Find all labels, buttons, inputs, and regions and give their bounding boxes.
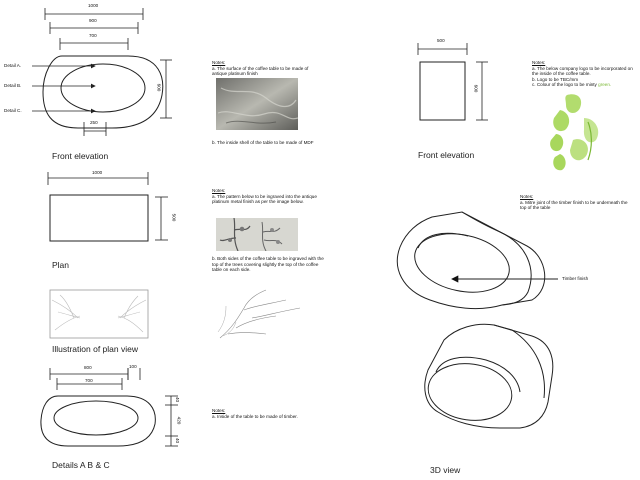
dim-fr-500: 500	[437, 38, 445, 43]
dim-fe-900: 900	[89, 18, 97, 23]
dim-det-420: 420	[176, 416, 182, 425]
note-text: b. Both sides of the coffee table to be …	[212, 256, 324, 273]
note-heading: Notes:	[212, 60, 226, 65]
details-drawing	[40, 368, 178, 447]
front-elevation-left	[32, 8, 172, 136]
note-text: a. Mitre joint of the timber finish to b…	[520, 199, 628, 211]
illustration-title: Illustration of plan view	[52, 344, 138, 354]
dim-det-100: 100	[129, 364, 137, 369]
dim-fr-600: 600	[473, 84, 479, 93]
note-text: a. The below company logo to be incorpor…	[532, 65, 633, 77]
dim-fe-600: 600	[156, 83, 162, 92]
dim-det-40-bot: 40	[175, 437, 181, 444]
note-inside-timber: Notes: a. Inside of the table to be made…	[212, 408, 324, 419]
plan-illustration	[49, 289, 149, 339]
detail-c-label: Detail C.	[4, 108, 22, 113]
note-heading: Notes:	[212, 408, 226, 413]
note-text: c. Colour of the logo to be minty	[532, 82, 599, 88]
antique-platinum-texture	[216, 78, 298, 130]
note-text: a. Inside of the table to be made of tim…	[212, 413, 298, 419]
3d-view-bottom	[424, 323, 554, 429]
company-logo-illustration	[550, 94, 599, 171]
dim-det-700: 700	[85, 378, 93, 383]
engraving-pattern-image	[216, 218, 298, 251]
note-surface: Notes: a. The surface of the coffee tabl…	[212, 60, 324, 77]
3d-view-title: 3D view	[430, 465, 461, 475]
note-logo: Notes: a. The below company logo to be i…	[532, 60, 640, 88]
dim-det-40-top: 40	[175, 396, 181, 403]
note-heading: Notes:	[532, 60, 546, 65]
note-text: a. The surface of the coffee table to be…	[212, 65, 309, 77]
front-elevation-right	[417, 43, 488, 121]
note-text: b. Logo to be TBC/mm	[532, 76, 579, 82]
note-inside-shell: b. The inside shell of the table to be m…	[212, 140, 324, 146]
note-pattern: Notes: a. The pattern below to be ingrav…	[212, 188, 324, 205]
note-text: a. The pattern below to be ingraved into…	[212, 193, 317, 205]
3d-view-top	[396, 211, 558, 310]
note-mitre-joint: Notes: a. Mitre joint of the timber fini…	[520, 194, 634, 211]
dim-plan-500: 500	[171, 213, 177, 222]
tree-sketch-image	[216, 288, 304, 340]
dim-fe-1000: 1000	[88, 3, 99, 8]
dim-fe-700: 700	[89, 33, 97, 38]
note-text: b. The inside shell of the table to be m…	[212, 140, 314, 145]
note-heading: Notes:	[212, 188, 226, 193]
dim-det-800: 800	[84, 365, 92, 370]
details-title: Details A B & C	[52, 460, 110, 470]
dim-fe-250: 250	[90, 120, 98, 125]
plan-title: Plan	[52, 260, 70, 270]
front-elevation-right-title: Front elevation	[418, 150, 475, 160]
detail-a-label: Detail A.	[4, 63, 22, 68]
note-both-sides: b. Both sides of the coffee table to be …	[212, 256, 324, 273]
plan-drawing	[47, 172, 168, 242]
front-elevation-left-title: Front elevation	[52, 151, 109, 161]
detail-b-label: Detail B.	[4, 83, 22, 88]
note-heading: Notes:	[520, 194, 534, 199]
note-green-word: green.	[598, 82, 612, 88]
dim-plan-1000: 1000	[92, 170, 103, 175]
timber-finish-callout: Timber finish	[562, 276, 589, 281]
